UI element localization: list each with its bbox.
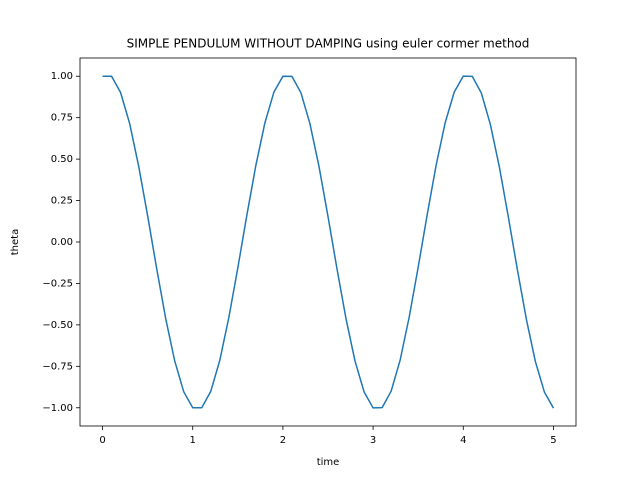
y-tick-label: 0.00 — [51, 237, 73, 248]
y-tick-label: 0.25 — [51, 196, 73, 207]
x-tick-label: 3 — [370, 435, 376, 446]
x-tick-label: 5 — [550, 435, 556, 446]
x-tick-label: 0 — [99, 435, 105, 446]
x-axis-label: time — [317, 457, 340, 468]
plot-frame — [79, 57, 577, 427]
y-tick-label: 0.75 — [51, 113, 73, 124]
y-axis-label: theta — [10, 229, 21, 255]
y-tick-label: 1.00 — [51, 71, 73, 82]
y-tick-label: −0.25 — [42, 278, 73, 289]
x-tick-label: 1 — [190, 435, 196, 446]
x-tick-label: 2 — [280, 435, 286, 446]
chart-title: SIMPLE PENDULUM WITHOUT DAMPING using eu… — [127, 37, 530, 51]
data-line — [102, 75, 555, 409]
y-tick-label: −1.00 — [42, 403, 73, 414]
x-tick-label: 4 — [460, 435, 466, 446]
y-tick-label: −0.50 — [42, 320, 73, 331]
y-tick-label: −0.75 — [42, 361, 73, 372]
y-tick-label: 0.50 — [51, 154, 73, 165]
